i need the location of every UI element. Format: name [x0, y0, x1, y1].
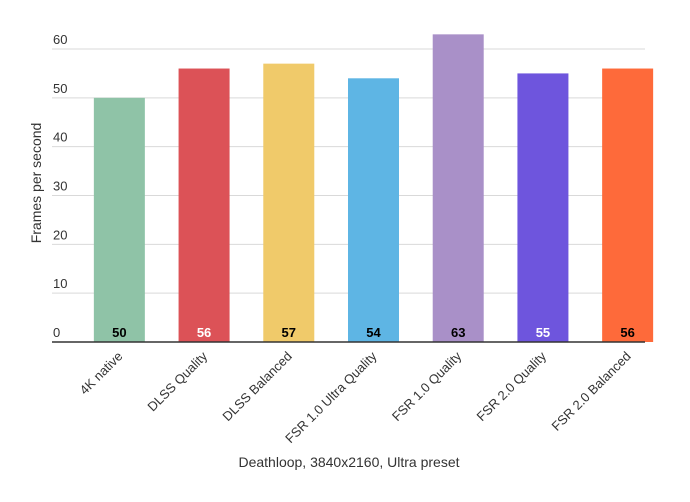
bars	[93, 34, 654, 343]
y-tick-label: 60	[53, 32, 67, 47]
x-tick-label: FSR 1.0 Quality	[389, 348, 465, 424]
data-label: 50	[112, 325, 126, 340]
data-label: 63	[451, 325, 465, 340]
data-labels: 50 56 57 54 63 55 56	[112, 325, 635, 340]
x-tick-label: FSR 1.0 Ultra Quality	[282, 348, 380, 446]
y-axis-label: Frames per second	[28, 123, 44, 244]
y-tick-label: 50	[53, 81, 67, 96]
data-label: 56	[620, 325, 634, 340]
x-tick-label: FSR 2.0 Quality	[474, 348, 550, 424]
x-tick-label: FSR 2.0 Balanced	[549, 349, 634, 434]
data-label: 57	[282, 325, 296, 340]
bar	[348, 78, 399, 343]
y-tick-label: 0	[53, 325, 60, 340]
data-label: 54	[366, 325, 381, 340]
bar	[93, 97, 145, 342]
bar	[517, 73, 569, 343]
x-tick-label: DLSS Balanced	[219, 349, 295, 425]
y-tick-label: 10	[53, 276, 67, 291]
bar	[178, 68, 230, 343]
data-label: 56	[197, 325, 211, 340]
y-tick-label: 30	[53, 179, 67, 194]
bar	[432, 34, 484, 342]
y-tick-label: 40	[53, 130, 67, 145]
bar	[602, 68, 654, 343]
bar	[263, 63, 315, 343]
y-tick-label: 20	[53, 227, 67, 242]
data-label: 55	[536, 325, 550, 340]
x-tick-label: 4K native	[77, 349, 126, 398]
x-axis-label: Deathloop, 3840x2160, Ultra preset	[238, 454, 459, 470]
x-tick-label: DLSS Quality	[144, 348, 210, 414]
y-tick-labels: 0 10 20 30 40 50 60	[53, 32, 67, 340]
